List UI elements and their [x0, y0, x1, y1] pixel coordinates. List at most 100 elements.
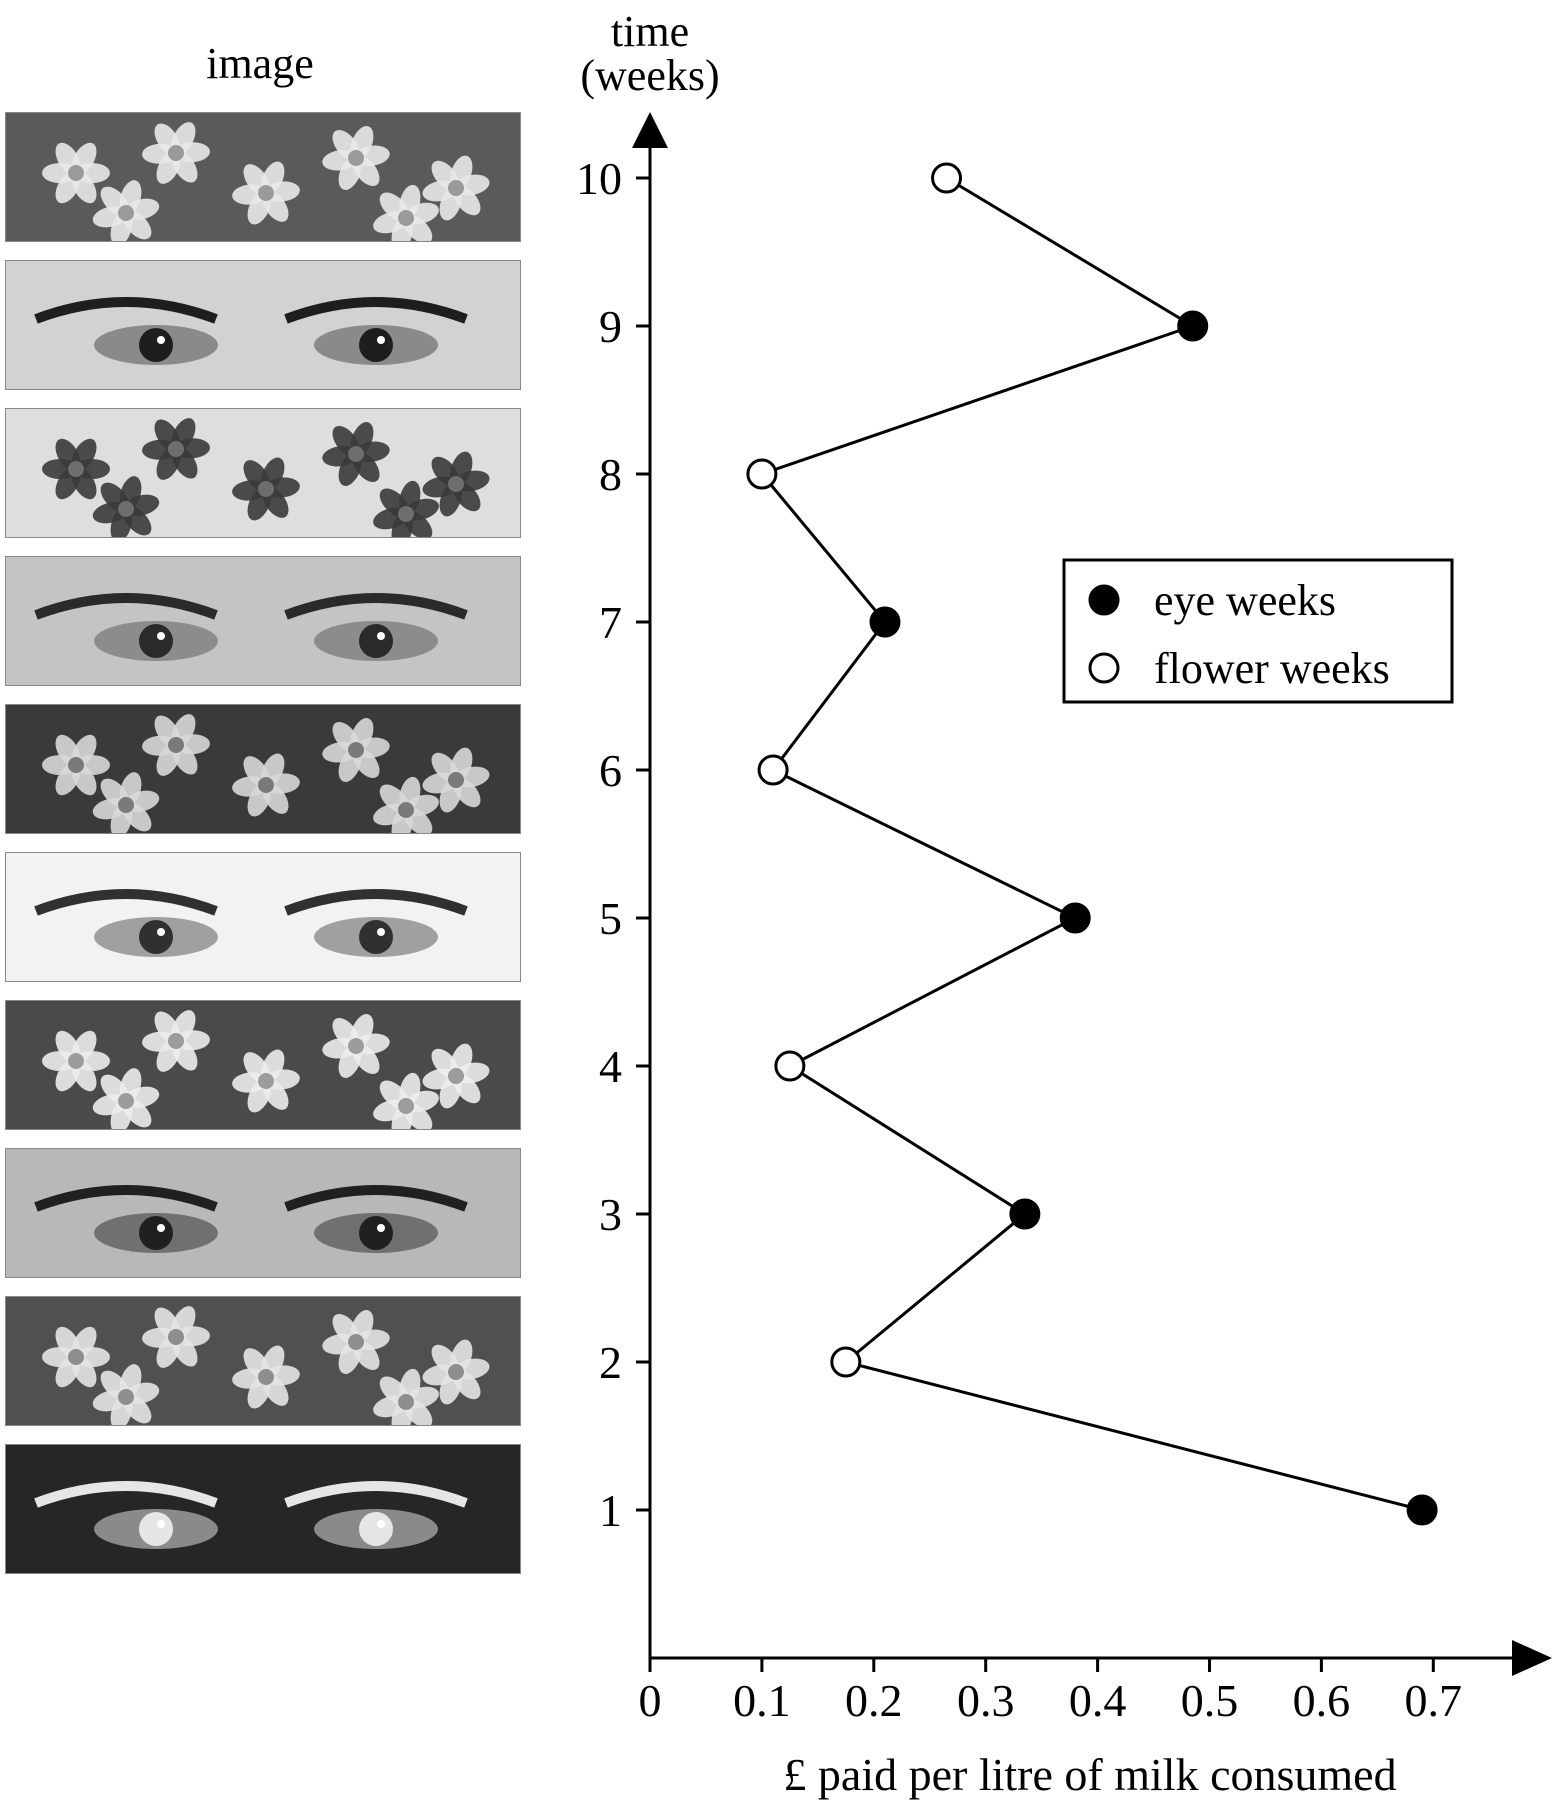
- flowers-picture: [42, 1010, 490, 1129]
- flowers-picture: [42, 714, 490, 833]
- x-axis-arrow: [1512, 1640, 1552, 1676]
- flower-week-point: [774, 1050, 806, 1082]
- flower-center-shape: [398, 1394, 414, 1410]
- eye-image-strip: [5, 260, 521, 390]
- flower-center-shape: [168, 441, 184, 457]
- flower-center-shape: [68, 757, 84, 773]
- flower-center-shape: [398, 1098, 414, 1114]
- eye-image-strip: [5, 1444, 521, 1574]
- axis-labels: time(weeks) £ paid per litre of milk cons…: [580, 7, 1396, 1800]
- eye-image-strip: [5, 556, 521, 686]
- y-tick-label: 1: [599, 1485, 622, 1536]
- legend-flower-marker: [1088, 652, 1120, 684]
- eye-image-strip: [5, 1148, 521, 1278]
- flower-center-shape: [118, 1093, 134, 1109]
- data-points: [746, 162, 1438, 1526]
- flower-center-shape: [258, 777, 274, 793]
- y-tick-label: 5: [599, 893, 622, 944]
- eyebrow-shape: [34, 889, 218, 916]
- petal-shape: [173, 1326, 210, 1347]
- y-tick-label: 10: [576, 153, 622, 204]
- iris-shape: [359, 1216, 393, 1250]
- legend: eye weeks flower weeks: [1062, 558, 1454, 704]
- flower-image-strip: [5, 1296, 521, 1426]
- flower-center-shape: [258, 481, 274, 497]
- x-tick-label: 0.2: [845, 1675, 903, 1726]
- flower-center-shape: [348, 446, 364, 462]
- x-tick-label: 0.3: [957, 1675, 1015, 1726]
- eyebrow-shape: [284, 593, 468, 620]
- flower-center-shape: [118, 205, 134, 221]
- eyes-picture: [34, 889, 468, 957]
- y-tick-label: 3: [599, 1189, 622, 1240]
- flower-center-shape: [168, 1329, 184, 1345]
- eye-highlight-shape: [377, 336, 385, 344]
- eye-highlight-shape: [157, 928, 165, 936]
- y-tick-label: 4: [599, 1041, 622, 1092]
- y-axis-label: time: [611, 7, 689, 56]
- flower-center-shape: [258, 1073, 274, 1089]
- flower-center-shape: [348, 1334, 364, 1350]
- y-axis-label: (weeks): [580, 51, 719, 100]
- flower-week-point: [830, 1346, 862, 1378]
- x-tick-label: 0.5: [1181, 1675, 1239, 1726]
- flower-center-shape: [448, 1068, 464, 1084]
- flower-image-strip: [5, 704, 521, 834]
- eyebrow-shape: [34, 297, 218, 324]
- x-tick-label: 0: [639, 1675, 662, 1726]
- x-axis-label: £ paid per litre of milk consumed: [783, 1749, 1396, 1800]
- legend-label: eye weeks: [1154, 576, 1336, 625]
- flower-center-shape: [348, 1038, 364, 1054]
- eyebrow-shape: [34, 593, 218, 620]
- iris-shape: [359, 328, 393, 362]
- iris-shape: [139, 1216, 173, 1250]
- legend-eye-marker: [1088, 584, 1120, 616]
- flower-center-shape: [118, 501, 134, 517]
- flower-center-shape: [398, 506, 414, 522]
- petal-shape: [173, 142, 210, 163]
- eye-week-point: [1059, 902, 1091, 934]
- flower-week-point: [746, 458, 778, 490]
- x-tick-label: 0.7: [1405, 1675, 1463, 1726]
- flowers-picture: [42, 418, 490, 537]
- eyebrow-shape: [284, 297, 468, 324]
- legend-box: [1062, 558, 1454, 704]
- iris-shape: [139, 624, 173, 658]
- iris-shape: [139, 1512, 173, 1546]
- x-tick-label: 0.6: [1293, 1675, 1351, 1726]
- flower-center-shape: [398, 210, 414, 226]
- flower-center-shape: [168, 1033, 184, 1049]
- flower-week-point: [757, 754, 789, 786]
- eyebrow-shape: [34, 1481, 218, 1508]
- eye-highlight-shape: [377, 928, 385, 936]
- eye-highlight-shape: [157, 336, 165, 344]
- flower-center-shape: [448, 180, 464, 196]
- eyes-picture: [34, 1185, 468, 1253]
- y-axis-arrow: [632, 112, 668, 148]
- eye-highlight-shape: [157, 1520, 165, 1528]
- flower-image-strip: [5, 112, 521, 242]
- eye-week-point: [1009, 1198, 1041, 1230]
- flower-image-strip: [5, 1000, 521, 1130]
- petal-shape: [173, 438, 210, 459]
- iris-shape: [139, 328, 173, 362]
- flower-center-shape: [348, 150, 364, 166]
- y-tick-label: 9: [599, 301, 622, 352]
- x-tick-label: 0.4: [1069, 1675, 1127, 1726]
- iris-shape: [359, 920, 393, 954]
- y-tick-label: 7: [599, 597, 622, 648]
- flower-center-shape: [68, 461, 84, 477]
- eyebrow-shape: [284, 889, 468, 916]
- flower-center-shape: [448, 476, 464, 492]
- iris-shape: [359, 1512, 393, 1546]
- eye-highlight-shape: [377, 1224, 385, 1232]
- ticks: 1 2 3 4 5 6 7 8 9 10 0 0.1 0.2 0.3 0.4 0.5 0.6 0.7: [576, 153, 1462, 1726]
- eye-week-point: [869, 606, 901, 638]
- eye-highlight-shape: [377, 632, 385, 640]
- eyebrow-shape: [284, 1185, 468, 1212]
- flower-center-shape: [68, 165, 84, 181]
- eyes-picture: [34, 297, 468, 365]
- flower-center-shape: [68, 1349, 84, 1365]
- flower-center-shape: [68, 1053, 84, 1069]
